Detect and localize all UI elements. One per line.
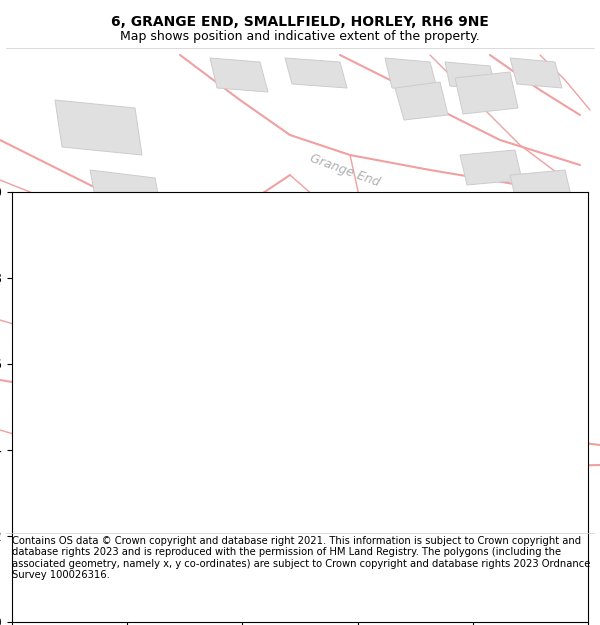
Polygon shape	[310, 300, 350, 325]
Polygon shape	[280, 240, 428, 405]
Polygon shape	[128, 455, 185, 482]
Text: Contains OS data © Crown copyright and database right 2021. This information is : Contains OS data © Crown copyright and d…	[12, 536, 590, 580]
Polygon shape	[385, 58, 438, 92]
Polygon shape	[445, 62, 496, 90]
Polygon shape	[455, 72, 518, 114]
Polygon shape	[308, 468, 355, 494]
Polygon shape	[488, 450, 545, 478]
Polygon shape	[358, 462, 415, 488]
Polygon shape	[68, 450, 120, 480]
Polygon shape	[140, 345, 190, 378]
Text: 6: 6	[350, 316, 370, 344]
Text: ~34.2m: ~34.2m	[327, 419, 383, 433]
Polygon shape	[90, 170, 162, 215]
Polygon shape	[210, 58, 268, 92]
Polygon shape	[418, 440, 480, 468]
Polygon shape	[145, 295, 190, 330]
Text: ~35.0m: ~35.0m	[235, 277, 249, 333]
Polygon shape	[460, 150, 522, 185]
Polygon shape	[510, 170, 572, 205]
Polygon shape	[285, 58, 347, 88]
Polygon shape	[395, 82, 448, 120]
Text: Map shows position and indicative extent of the property.: Map shows position and indicative extent…	[120, 30, 480, 43]
Polygon shape	[510, 58, 562, 88]
Polygon shape	[55, 100, 142, 155]
Text: ~424m²/~0.105ac.: ~424m²/~0.105ac.	[195, 196, 485, 224]
Text: 6, GRANGE END, SMALLFIELD, HORLEY, RH6 9NE: 6, GRANGE END, SMALLFIELD, HORLEY, RH6 9…	[111, 15, 489, 29]
Text: Grange End: Grange End	[308, 151, 382, 189]
